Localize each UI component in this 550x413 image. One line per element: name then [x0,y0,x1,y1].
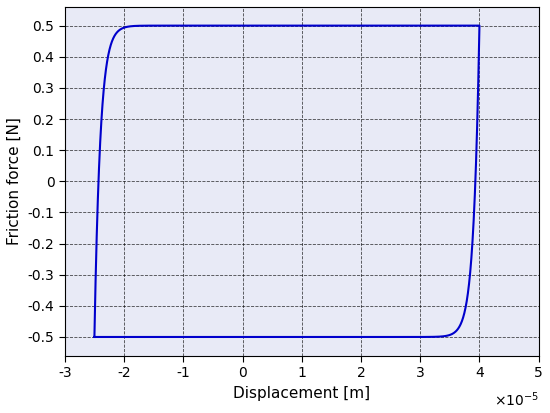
X-axis label: Displacement [m]: Displacement [m] [233,386,370,401]
Text: $\times10^{-5}$: $\times10^{-5}$ [494,391,538,409]
Y-axis label: Friction force [N]: Friction force [N] [7,117,22,245]
